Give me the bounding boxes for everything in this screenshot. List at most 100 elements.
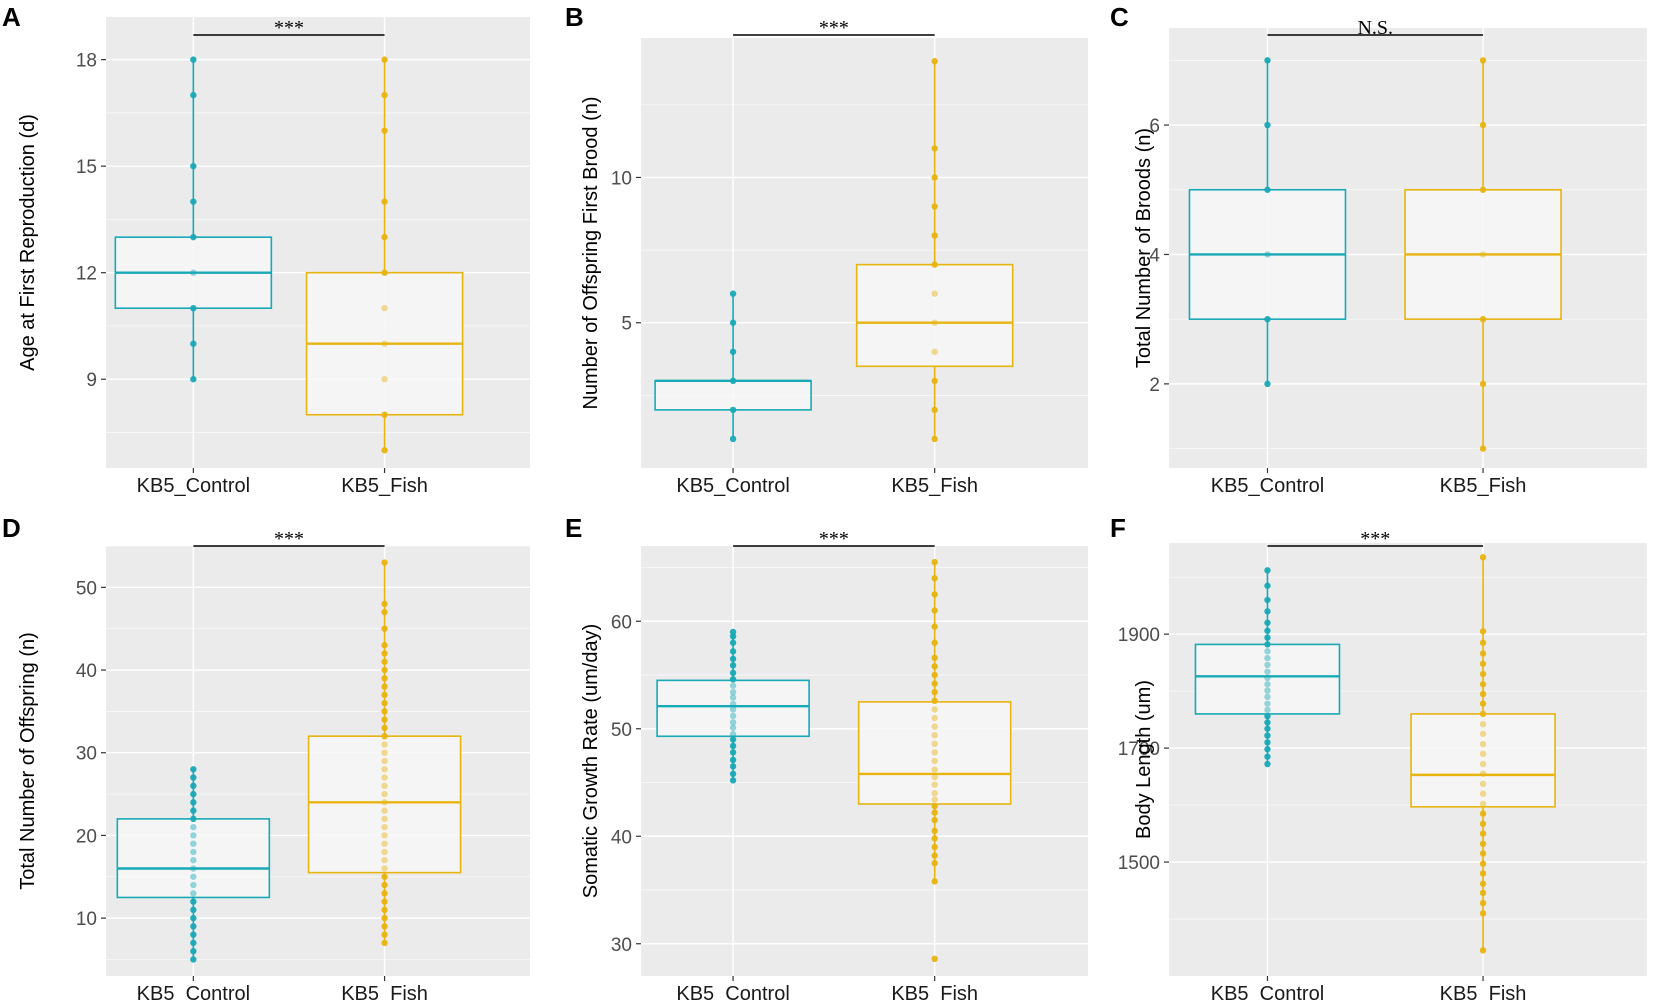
data-point-control [190,906,197,914]
data-point-fish [1479,889,1487,897]
data-point-control [1264,700,1271,707]
data-point-control [729,377,737,385]
data-point-control [190,815,197,823]
data-point-control [1264,681,1271,688]
y-tick-label: 50 [611,720,632,741]
data-point-fish [931,203,938,210]
y-tick-label: 5 [621,314,632,335]
y-tick-label: 6 [1149,116,1160,137]
data-point-control [190,956,197,963]
data-point-control [729,730,737,738]
data-point-fish [1479,554,1487,561]
data-point-fish [1479,639,1487,646]
data-point-fish [381,873,388,880]
panel-letter: C [1110,2,1129,32]
data-point-fish [1479,870,1487,877]
data-point-fish [931,827,938,835]
data-point-control [190,848,197,856]
data-point-fish [931,878,938,885]
data-point-control [190,198,197,205]
data-point-fish [381,848,388,856]
data-point-control [729,406,737,414]
data-point-control [1264,760,1271,768]
data-point-fish [381,939,388,947]
data-point-fish [1479,186,1487,193]
data-point-fish [1479,730,1487,738]
significance-label: *** [819,528,849,550]
data-point-control [190,857,197,864]
data-point-control [729,669,737,677]
data-point-fish [381,840,388,847]
data-point-fish [1479,899,1487,907]
significance-label: *** [819,17,849,39]
data-point-fish [931,773,938,781]
data-point-fish [381,857,388,864]
data-point-control [190,774,197,781]
data-point-control [190,923,197,930]
y-tick-label: 30 [76,744,97,765]
data-point-fish [1479,650,1487,657]
panel-letter: B [565,2,584,32]
panel-f: 1500 1700 1900 KB5_Control KB5_Fish *** F Body … [1110,513,1647,1000]
data-point-fish [1479,810,1487,817]
data-point-control [1264,674,1271,682]
data-point-control [1264,732,1271,739]
data-point-fish [381,898,388,905]
x-tick-label: KB5_Control [137,983,250,1000]
data-point-fish [381,56,388,63]
data-point-control [729,700,737,708]
data-point-fish [931,757,938,765]
data-point-control [1264,627,1271,634]
data-point-fish [381,91,388,99]
data-point-fish [1479,690,1487,698]
data-point-control [1264,380,1271,388]
data-point-fish [381,881,388,889]
data-point-control [1264,693,1271,701]
data-point-fish [1479,251,1487,258]
data-point-fish [381,304,388,312]
y-tick-label: 15 [76,157,97,178]
data-point-fish [381,790,388,798]
data-point-control [1264,567,1271,574]
data-point-fish [1479,315,1487,323]
data-point-control [1264,57,1271,64]
data-point-fish [931,706,938,713]
data-point-fish [1479,380,1487,388]
data-point-fish [931,671,938,679]
data-point-fish [381,340,388,347]
data-point-fish [931,680,938,687]
data-point-control [729,763,737,770]
panel-a: 9 12 15 18 KB5_Control KB5_Fish *** A Age at Fir… [2,2,530,497]
x-tick-label: KB5_Fish [891,983,978,1000]
data-point-fish [931,852,938,859]
x-tick-label: KB5_Control [1211,983,1324,1000]
data-point-fish [381,832,388,839]
data-point-fish [931,714,938,722]
y-tick-label: 60 [611,612,632,633]
data-point-control [729,682,737,689]
data-point-control [729,736,737,743]
y-axis-label: Age at First Reproduction (d) [17,114,39,371]
y-tick-label: 9 [86,370,97,391]
data-point-control [1264,582,1271,589]
data-point-control [729,712,737,720]
data-point-control [1264,186,1271,193]
x-tick-label: KB5_Control [137,475,250,497]
data-point-control [190,766,197,773]
data-point-fish [931,58,938,65]
data-point-fish [381,732,388,740]
data-point-fish [1479,860,1487,867]
panel-letter: E [565,513,582,543]
data-point-control [1264,739,1271,746]
data-point-fish [931,290,938,297]
box-fish [1410,713,1556,808]
data-point-fish [381,815,388,823]
data-point-fish [931,859,938,867]
data-point-fish [381,127,388,134]
data-point-fish [931,802,938,810]
data-point-control [1264,315,1271,323]
data-point-fish [1479,790,1487,797]
y-tick-label: 10 [611,168,632,189]
data-point-fish [381,807,388,814]
data-point-fish [1479,660,1487,667]
